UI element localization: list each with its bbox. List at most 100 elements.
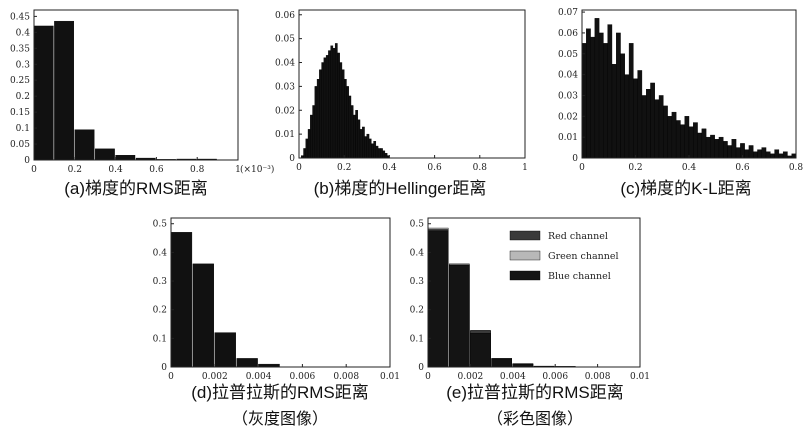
y-tick-label-b-5: 0.05 [275,35,295,45]
histogram-bar-b-10 [324,58,326,158]
y-tick-label-e-2: 0.2 [410,306,424,316]
histogram-bar-c-4 [599,33,603,158]
x-tick-label-d-2: 0.004 [246,372,272,382]
histogram-bar-c-16 [650,83,654,158]
histogram-bar-c-7 [612,64,616,158]
histogram-bar-c-41 [757,150,761,158]
histogram-bar-c-35 [732,139,736,158]
caption-a: (a)梯度的RMS距离 [64,179,208,198]
histogram-bar-b-34 [378,148,380,158]
blue-channel-bar-e-3 [492,359,512,367]
histogram-bar-b-9 [322,63,324,158]
y-tick-label-d-3: 0.3 [153,277,168,287]
histogram-bar-b-36 [383,151,385,158]
legend-swatch-red-channel [510,231,540,240]
histogram-bar-c-9 [621,54,625,158]
y-tick-label-c-4: 0.04 [558,71,578,81]
histogram-bar-c-13 [638,70,642,158]
histogram-bar-c-32 [719,137,723,158]
histogram-bar-b-18 [342,70,344,158]
y-tick-label-a-6: 0.3 [16,60,31,70]
histogram-bar-b-19 [344,79,346,158]
histogram-bar-c-8 [616,33,620,158]
blue-channel-bar-e-1 [449,265,469,367]
histogram-bar-b-32 [374,141,376,158]
caption2-e: （彩色图像） [487,409,583,428]
histogram-bar-c-34 [728,145,732,158]
histogram-bar-b-33 [376,146,378,158]
histogram-bar-b-22 [351,105,353,158]
y-tick-label-c-0: 0 [572,154,578,164]
histogram-bar-c-47 [783,152,787,158]
histogram-bar-c-19 [663,106,667,158]
histogram-bar-a-0 [34,26,53,160]
x-tick-label-c-1: 0.2 [628,163,642,173]
legend-label-green-channel: Green channel [548,251,619,262]
x-tick-label-d-4: 0.008 [333,372,359,382]
y-tick-label-e-3: 0.3 [410,277,425,287]
y-tick-label-d-2: 0.2 [153,306,167,316]
y-tick-label-a-1: 0.05 [10,140,30,150]
y-tick-label-d-0: 0 [161,363,167,373]
y-tick-label-b-1: 0.01 [275,130,295,140]
histogram-bar-c-21 [672,112,676,158]
y-tick-label-d-4: 0.4 [153,248,168,258]
histogram-bar-d-1 [193,264,214,367]
y-tick-label-c-6: 0.06 [558,29,578,39]
histogram-bar-c-24 [685,116,689,158]
histogram-bar-b-27 [362,127,364,158]
y-tick-label-a-4: 0.2 [16,92,30,102]
y-tick-label-b-2: 0.02 [275,106,295,116]
histogram-bar-c-27 [698,133,702,158]
y-tick-label-b-4: 0.04 [275,59,295,69]
x-tick-label-b-1: 0.2 [337,163,351,173]
histogram-bar-b-21 [349,96,351,158]
x-tick-label-e-3: 0.006 [542,372,568,382]
blue-channel-bar-e-2 [470,333,490,367]
x-tick-label-a-4: 0.8 [190,165,205,175]
histogram-bar-b-7 [317,79,319,158]
histogram-bar-c-10 [625,75,629,158]
x-tick-label-a-3: 0.6 [149,165,164,175]
histogram-bar-c-29 [706,137,710,158]
histogram-bar-c-39 [749,145,753,158]
x-tick-label-b-2: 0.4 [382,163,397,173]
y-tick-label-c-2: 0.02 [558,112,578,122]
histogram-bar-c-42 [762,148,766,158]
histogram-bar-b-35 [380,148,382,158]
histogram-bar-b-15 [335,43,337,158]
x-tick-label-d-1: 0.002 [202,372,228,382]
caption-b: (b)梯度的Hellinger距离 [314,179,487,198]
y-tick-label-e-4: 0.4 [410,248,425,258]
histogram-bar-d-0 [171,232,192,367]
histogram-bar-b-11 [326,55,328,158]
histogram-bar-b-37 [385,153,387,158]
x-tick-label-c-4: 0.8 [789,163,804,173]
histogram-bar-c-31 [715,139,719,158]
x-tick-label-b-0: 0 [296,163,302,173]
histogram-bar-b-8 [319,70,321,158]
histogram-bar-a-2 [75,130,94,160]
histogram-bar-c-14 [642,95,646,158]
histogram-bar-c-30 [710,135,714,158]
histogram-bar-b-12 [328,51,330,158]
histogram-bar-a-3 [95,149,114,160]
histogram-bar-c-40 [753,152,757,158]
x-tick-label-e-2: 0.004 [500,372,526,382]
x-tick-label-c-2: 0.4 [682,163,697,173]
y-tick-label-e-0: 0 [418,363,424,373]
y-tick-label-e-5: 0.5 [410,220,425,230]
histogram-bar-b-6 [315,86,317,158]
y-tick-label-a-5: 0.25 [10,76,30,86]
y-tick-label-e-1: 0.1 [410,334,424,344]
legend-swatch-blue-channel [510,271,540,280]
histogram-bar-c-1 [586,29,590,158]
caption2-d: （灰度图像） [232,409,328,428]
histogram-bar-c-17 [655,100,659,158]
y-tick-label-b-0: 0 [289,154,295,164]
caption-c: (c)梯度的K-L距离 [620,179,751,198]
y-tick-label-a-0: 0 [24,156,30,166]
x-tick-label-a-2: 0.4 [108,165,123,175]
